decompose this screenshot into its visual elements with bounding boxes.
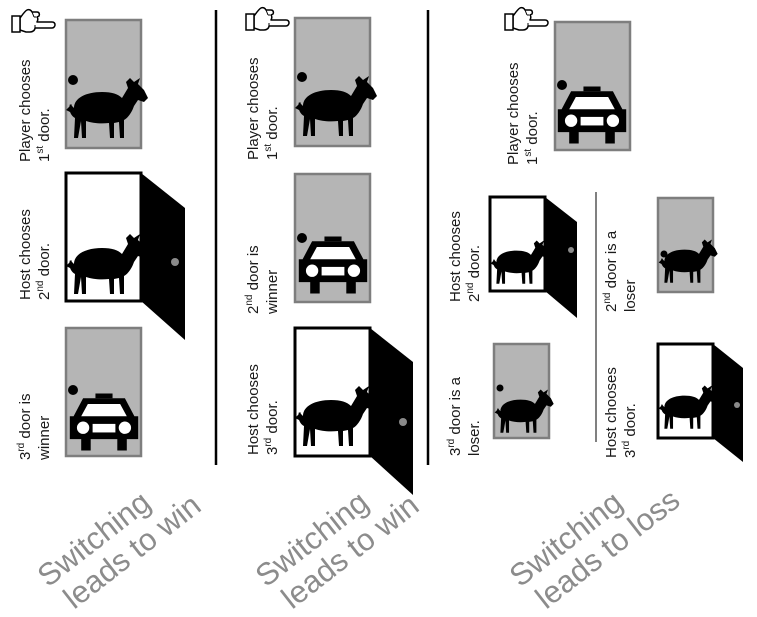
step-label: Host chooses	[17, 209, 34, 300]
door-panel	[141, 173, 185, 340]
door-knob	[568, 247, 574, 253]
step-label: 2nd door is	[244, 245, 262, 314]
door-knob-dot	[496, 384, 504, 392]
step-label: 2nd door is a	[602, 230, 620, 312]
step-label: Host chooses	[603, 367, 620, 458]
door-knob	[399, 418, 407, 426]
step-label: Host chooses	[447, 211, 464, 302]
step-label: loser	[622, 279, 639, 312]
pointing-hand-icon	[245, 6, 290, 31]
column-2: Player chooses 1st door. 2nd door is win…	[244, 6, 425, 616]
step-label: Player chooses	[17, 59, 34, 162]
step-label: Player chooses	[505, 62, 522, 165]
step-label: 1st door.	[523, 111, 541, 165]
pointing-hand-icon	[11, 8, 56, 33]
pointing-hand-icon	[504, 6, 549, 31]
door-knob-dot	[297, 233, 307, 243]
step-label: winner	[264, 270, 281, 315]
step-label: 3rd door.	[621, 403, 639, 458]
door-panel	[713, 344, 743, 462]
door-knob-dot	[68, 385, 78, 395]
door-panel	[545, 197, 577, 318]
door-knob-dot	[297, 72, 307, 82]
step-label: 3rd door is a	[446, 376, 464, 456]
door-knob	[171, 258, 179, 266]
step-label: winner	[36, 416, 53, 461]
step-label: loser.	[466, 420, 483, 456]
door-knob	[734, 402, 740, 408]
step-label: 1st door.	[35, 108, 53, 162]
step-label: Host chooses	[245, 364, 262, 455]
door-knob-dot	[68, 75, 78, 85]
step-label: 2nd door.	[35, 243, 53, 300]
door-knob-dot	[660, 250, 668, 258]
door-panel	[370, 328, 413, 495]
step-label: 3rd door is	[16, 394, 34, 460]
step-label: Player chooses	[245, 57, 262, 160]
column-1: Player chooses 1st door. Host chooses 2n…	[11, 8, 207, 616]
step-label: 1st door.	[263, 106, 281, 160]
step-label: 2nd door.	[465, 245, 483, 302]
step-label: 3rd door.	[263, 400, 281, 455]
door-knob-dot	[557, 80, 567, 90]
column-3: Player chooses 1st door. Host chooses 2n…	[446, 6, 743, 616]
